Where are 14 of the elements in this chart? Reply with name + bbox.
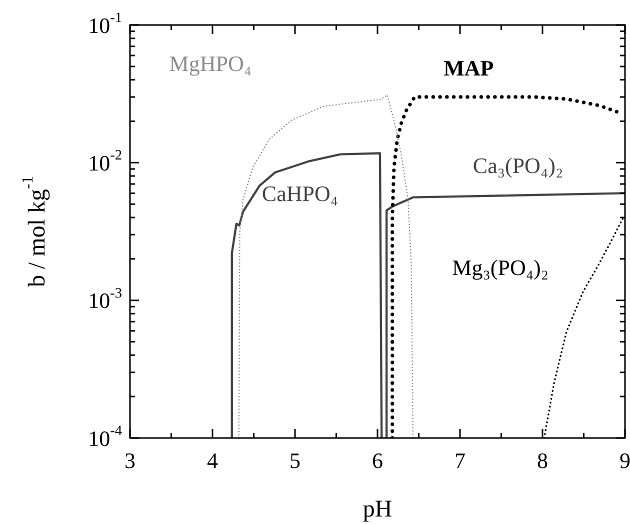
- annotation: MgHPO₄: [169, 50, 252, 76]
- annotation: MAP: [444, 56, 494, 81]
- x-tick-label: 8: [537, 448, 548, 473]
- x-tick-label: 6: [372, 448, 383, 473]
- annotation: Mg₃(PO₄)₂: [452, 255, 549, 280]
- x-tick-label: 3: [124, 448, 136, 473]
- annotation: CaHPO₄: [262, 181, 338, 206]
- x-tick-label: 4: [207, 448, 218, 473]
- x-tick-label: 7: [454, 448, 466, 473]
- x-tick-label: 5: [290, 448, 300, 473]
- x-axis-title: pH: [362, 496, 392, 522]
- y-axis-title: b / mol kg-1: [19, 176, 50, 287]
- annotation: Ca₃(PO₄)₂: [472, 152, 564, 178]
- x-tick-label: 9: [620, 448, 630, 473]
